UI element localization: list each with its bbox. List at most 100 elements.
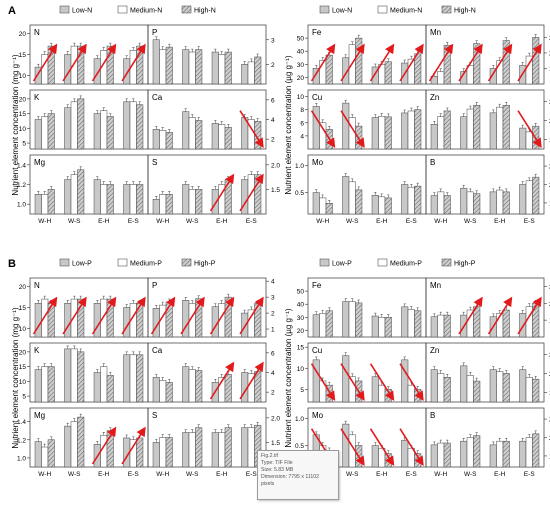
bar <box>371 194 379 215</box>
bar <box>106 375 114 403</box>
bar <box>443 44 451 85</box>
tick-label: 20 <box>19 284 27 291</box>
bar <box>319 122 327 150</box>
x-tick-label: E-H <box>376 471 388 478</box>
trend-arrow <box>32 43 58 82</box>
x-tick-label: W-H <box>38 218 51 225</box>
tick-label: 2 <box>271 311 275 318</box>
tooltip-units: pixels <box>261 481 275 488</box>
legend-label: Low-N <box>332 8 352 15</box>
bar <box>195 189 203 215</box>
trend-arrow <box>239 173 264 212</box>
bar <box>129 184 137 215</box>
bar <box>195 427 203 468</box>
x-tick-label: E-S <box>246 471 258 478</box>
bar <box>407 384 415 403</box>
bar <box>325 203 333 215</box>
bar <box>159 380 167 403</box>
bar <box>342 301 350 338</box>
bar <box>437 191 445 215</box>
bar <box>430 195 438 215</box>
bar <box>136 437 144 468</box>
trend-arrow <box>239 296 264 335</box>
bar <box>532 176 540 215</box>
panel-label: Mg <box>34 411 45 420</box>
bar <box>401 439 409 468</box>
trend-arrow <box>32 296 58 335</box>
x-tick-label: E-S <box>246 218 258 225</box>
bar <box>159 194 167 215</box>
bar <box>93 372 101 403</box>
bar <box>384 197 392 215</box>
bar <box>342 423 350 468</box>
bar <box>129 354 137 403</box>
tick-label: 2.0 <box>271 415 280 422</box>
x-tick-label: W-S <box>346 218 359 225</box>
bar <box>401 184 409 215</box>
x-tick-label: W-S <box>464 218 477 225</box>
panel-label: B <box>430 158 435 167</box>
bar <box>414 310 422 338</box>
tick-label: 6 <box>271 350 275 357</box>
bar <box>182 49 190 85</box>
bar <box>47 366 55 403</box>
legend-label: Low-P <box>332 261 352 268</box>
bar <box>247 61 255 85</box>
legend-label: Low-N <box>72 8 92 15</box>
chart-layer: A Low-N Medium-N High-N Low-N Medium-N High-N N… <box>8 5 550 478</box>
panel-label: Mo <box>312 411 324 420</box>
trend-arrow <box>487 296 513 335</box>
bar <box>77 416 85 468</box>
bar <box>77 98 85 150</box>
trend-arrow <box>62 296 87 335</box>
x-tick-label: W-S <box>68 471 81 478</box>
panel-label: Cu <box>312 93 322 102</box>
legend-swatch <box>441 258 452 267</box>
tick-label: 20 <box>19 349 27 356</box>
trend-arrow <box>91 43 117 82</box>
bar <box>378 317 386 338</box>
bar <box>519 440 527 468</box>
trend-arrow <box>310 110 336 149</box>
tick-label: 2 <box>271 390 275 397</box>
bar <box>106 116 114 150</box>
tick-label: 50 <box>297 36 305 43</box>
panel-label: K <box>34 93 40 102</box>
bar <box>325 54 333 85</box>
bar <box>525 131 533 150</box>
panel-frame <box>425 277 545 338</box>
y-axis-label: Nutrient element concentration (mg g⁻¹) <box>11 307 20 449</box>
trend-arrow <box>517 43 542 82</box>
bar <box>502 191 510 215</box>
trend-arrow <box>399 43 424 82</box>
trend-arrow <box>121 43 146 82</box>
panel-frame <box>425 342 545 403</box>
x-tick-label: E-H <box>98 218 110 225</box>
bar <box>41 366 49 403</box>
bar <box>525 180 533 215</box>
tick-label: 10 <box>19 73 27 80</box>
legend-swatch <box>59 5 70 14</box>
tick-label: 6 <box>271 97 275 104</box>
bar <box>466 375 474 403</box>
trend-arrow <box>458 43 483 82</box>
bar <box>437 373 445 403</box>
tick-label: 1.0 <box>295 416 304 423</box>
bar <box>218 54 226 85</box>
panel-label: N <box>34 28 40 37</box>
bar <box>371 445 379 468</box>
x-tick-label: W-H <box>156 471 169 478</box>
tick-label: 1.4 <box>17 162 26 169</box>
legend-swatch <box>377 5 388 14</box>
bar <box>443 377 451 403</box>
bar <box>152 199 160 215</box>
bar <box>532 37 540 85</box>
bar <box>136 184 144 215</box>
legend-label: Medium-P <box>390 261 422 268</box>
trend-arrow <box>428 43 454 82</box>
x-tick-label: E-H <box>98 471 110 478</box>
trend-arrow <box>369 43 395 82</box>
trend-arrow <box>209 296 235 335</box>
bar <box>93 179 101 215</box>
bar <box>93 113 101 150</box>
